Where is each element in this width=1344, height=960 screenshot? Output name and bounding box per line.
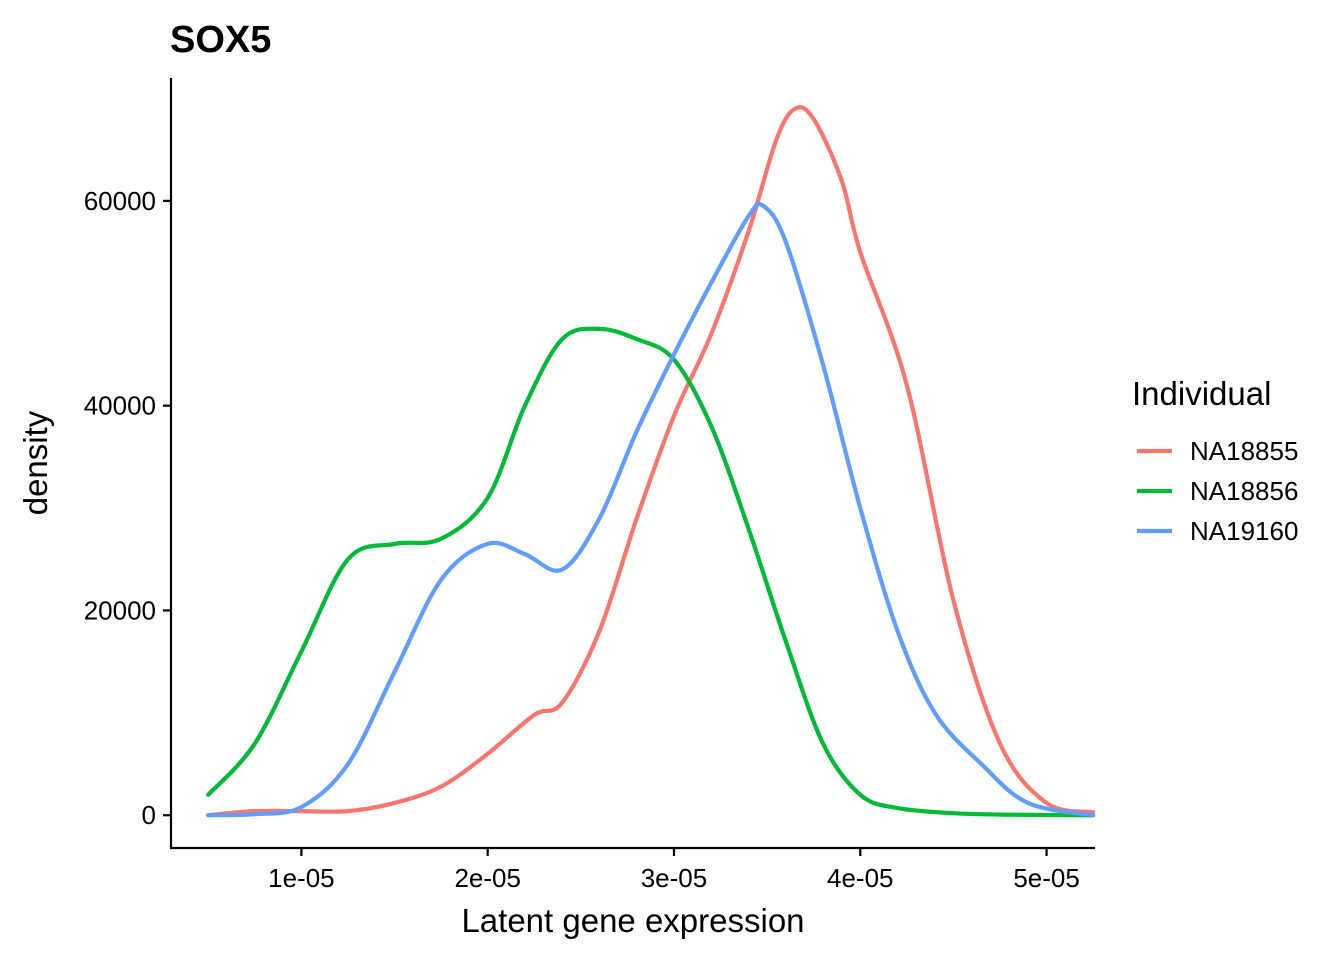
series-line-na18856 bbox=[206, 326, 1096, 818]
x-tick-label: 2e-05 bbox=[454, 863, 521, 893]
y-ticks: 0 20000 40000 60000 bbox=[84, 186, 171, 830]
y-axis-title: density bbox=[17, 410, 54, 515]
y-tick-label: 20000 bbox=[84, 595, 156, 625]
legend: Individual NA18855 NA18856 NA19160 bbox=[1132, 375, 1298, 546]
x-ticks: 1e-05 2e-05 3e-05 4e-05 5e-05 bbox=[268, 848, 1080, 893]
y-tick-label: 60000 bbox=[84, 186, 156, 216]
y-tick-label: 0 bbox=[142, 800, 156, 830]
legend-title: Individual bbox=[1132, 375, 1271, 412]
legend-label-na18855: NA18855 bbox=[1190, 436, 1298, 466]
x-tick-label: 4e-05 bbox=[827, 863, 894, 893]
y-tick-label: 40000 bbox=[84, 391, 156, 421]
chart-title: SOX5 bbox=[170, 19, 271, 61]
legend-label-na18856: NA18856 bbox=[1190, 476, 1298, 506]
x-tick-label: 5e-05 bbox=[1013, 863, 1080, 893]
series-line-na19160 bbox=[206, 201, 1096, 818]
series-line-na18855 bbox=[206, 105, 1096, 818]
x-tick-label: 1e-05 bbox=[268, 863, 335, 893]
plot-lines bbox=[206, 105, 1096, 818]
x-tick-label: 3e-05 bbox=[641, 863, 708, 893]
legend-label-na19160: NA19160 bbox=[1190, 516, 1298, 546]
x-axis-title: Latent gene expression bbox=[461, 902, 804, 939]
